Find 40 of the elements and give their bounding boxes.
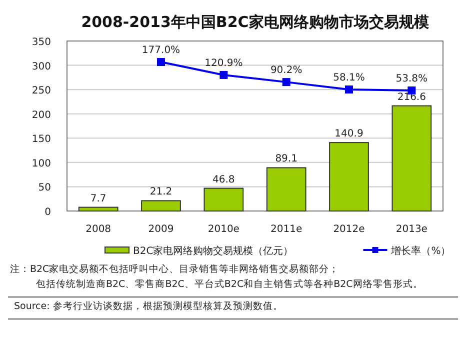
y-tick-label: 250 (32, 86, 51, 97)
x-tick-label: 2011e (270, 224, 302, 235)
point (220, 70, 228, 79)
data-label: 89.1 (275, 154, 298, 165)
y-tick-label: 100 (32, 158, 51, 170)
bar (392, 105, 432, 212)
legend-label: B2C家电网络购物交易规模（亿元） (133, 245, 294, 257)
y-tick-label: 50 (38, 182, 51, 194)
x-tick-label: 2008 (86, 224, 112, 235)
chart-title: 2008-2013年中国B2C家电网络购物市场交易规模 (81, 13, 430, 31)
x-tick-label: 2012e (333, 224, 365, 235)
x-tick-label: 2010e (208, 224, 240, 235)
data-label: 177.0% (142, 45, 180, 56)
data-label: 90.2% (270, 65, 302, 76)
y-tick-label: 150 (32, 134, 51, 146)
x-tick-label: 2009 (148, 224, 174, 235)
point (157, 58, 165, 66)
point (345, 85, 353, 94)
data-label: 7.7 (90, 193, 106, 204)
y-tick-label: 200 (32, 110, 51, 121)
data-label: 21.2 (150, 186, 172, 198)
data-label: 120.9% (204, 58, 243, 69)
data-label: 46.8 (212, 174, 235, 186)
text: 包括传统制造商B2C、零售商B2C、平台式B2C和自主销售式等各种B2C网络零售形式。 (36, 278, 423, 290)
bar (78, 206, 118, 212)
data-label: 140.9 (334, 128, 364, 140)
bar (141, 200, 181, 212)
bar (329, 142, 369, 212)
text: 注：B2C家电交易额不包括呼叫中心、目录销售等非网络销售交易额部分； (10, 263, 340, 275)
point (282, 78, 290, 86)
y-tick-label: 300 (32, 61, 51, 72)
legend-label: 增长率（%） (390, 245, 451, 257)
data-label: 58.1% (333, 72, 365, 84)
y-tick-label: 0 (44, 207, 51, 218)
data-label: 53.8% (396, 73, 428, 84)
bar (204, 188, 244, 212)
source-note: Source: 参考行业访谈数据，根据预测模型核算及预测数值。 (14, 300, 283, 312)
bar (266, 167, 306, 212)
y-tick-label: 350 (32, 37, 51, 48)
x-tick-label: 2013e (396, 224, 428, 235)
